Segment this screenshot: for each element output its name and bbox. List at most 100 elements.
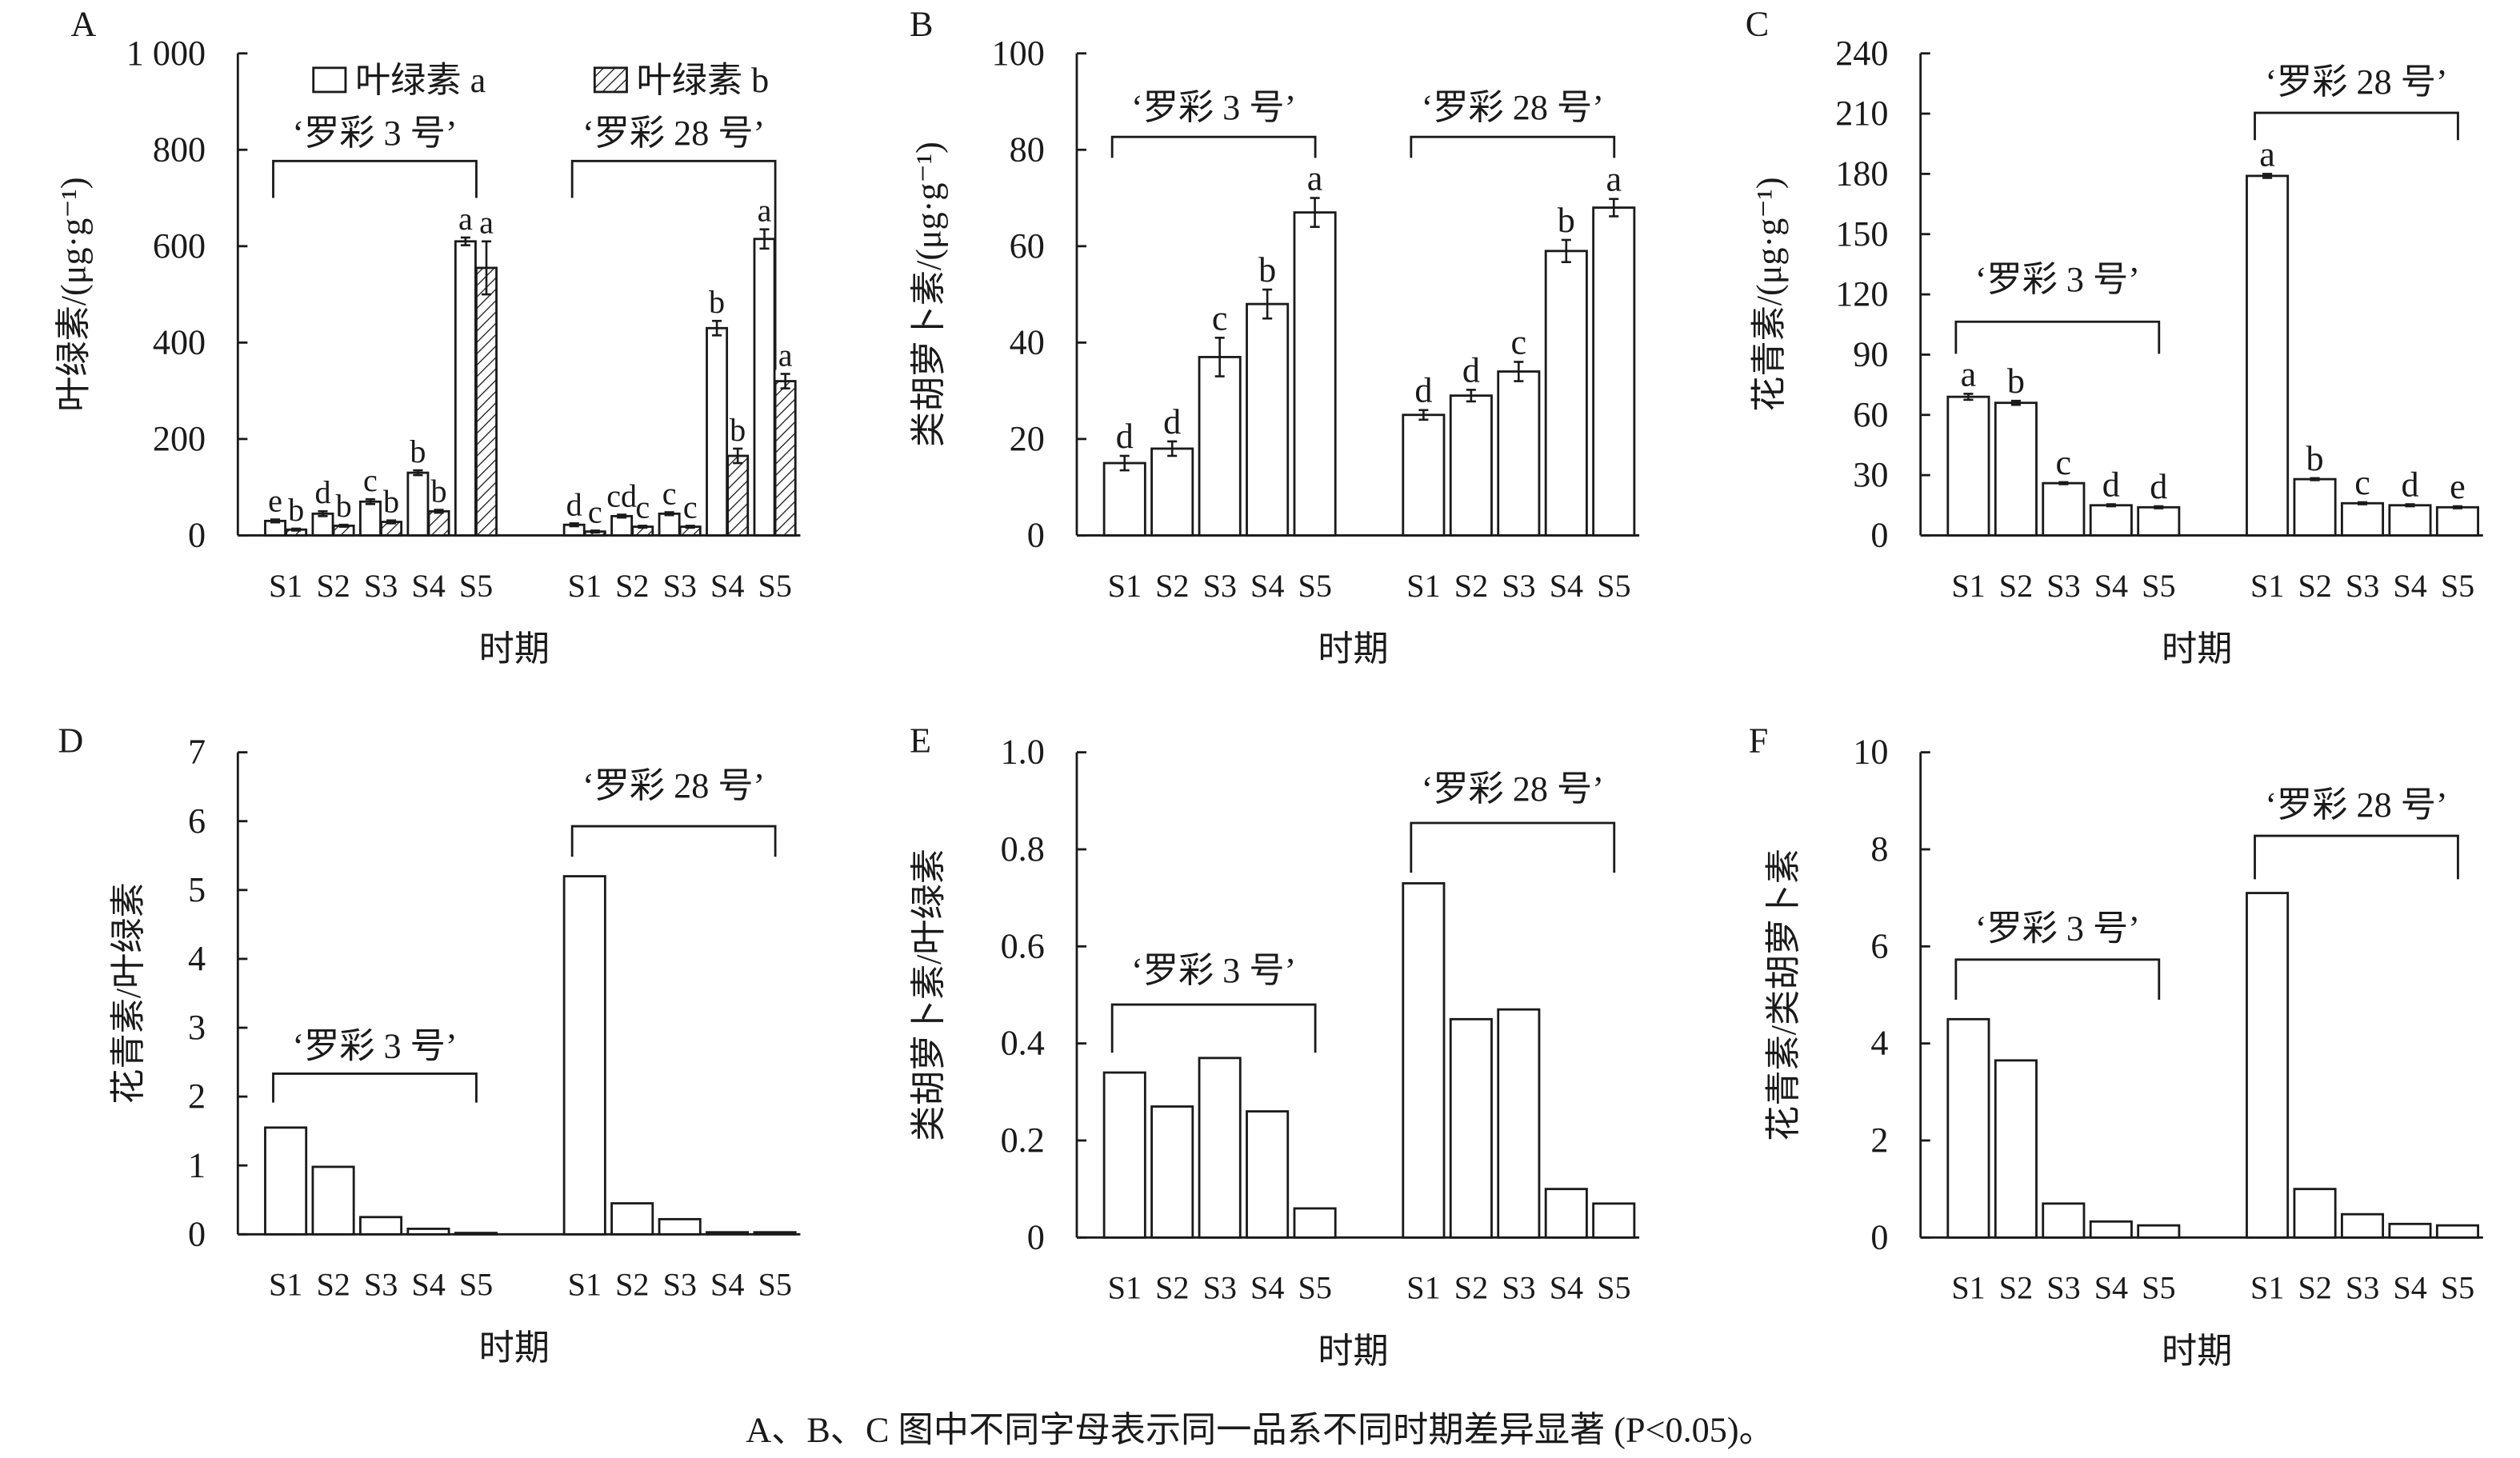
y-axis-label: 类胡萝卜素/(μg·g⁻¹): [909, 142, 948, 447]
y-tick-label: 3: [188, 1008, 206, 1047]
significance-letter: c: [662, 475, 677, 511]
x-tick-label: S1: [2250, 568, 2284, 604]
bar-a-a: [406, 471, 430, 537]
bar-c-a: [1994, 401, 2038, 537]
significance-letter: a: [458, 201, 473, 237]
y-tick-label: 1: [188, 1145, 206, 1184]
x-tick-label: S5: [1298, 568, 1331, 604]
y-tick-label: 4: [1870, 1024, 1888, 1063]
significance-letter: a: [1961, 354, 1977, 393]
y-tick-label: 1 000: [126, 34, 206, 73]
x-tick-label: S4: [2094, 1270, 2128, 1306]
bar-e-a: [1293, 1207, 1337, 1239]
x-tick-label: S2: [1454, 568, 1488, 604]
y-tick-label: 30: [1853, 455, 1888, 494]
x-tick-label: S2: [615, 568, 649, 604]
legend-swatch-chlorophyll-b: [593, 66, 628, 94]
y-tick-label: 0: [1027, 515, 1045, 554]
y-tick-label: 5: [188, 870, 206, 909]
significance-letter: b: [336, 488, 352, 524]
bar-f-a: [2042, 1202, 2086, 1239]
significance-letter: d: [2150, 467, 2167, 506]
bar-c-a: [2435, 505, 2479, 537]
y-tick-label: 6: [188, 801, 206, 841]
significance-letter: c: [683, 489, 698, 525]
bar-e-a: [1150, 1105, 1194, 1239]
significance-letter: e: [268, 482, 282, 518]
x-tick-label: S5: [1597, 568, 1630, 604]
x-tick-label: S4: [1550, 1270, 1583, 1306]
y-tick-label: 0.2: [1001, 1120, 1045, 1160]
y-tick-label: 200: [153, 419, 206, 458]
y-axis-label: 花青素/叶绿素: [109, 882, 148, 1104]
bar-a-b: [726, 454, 750, 537]
group-bracket: [272, 159, 478, 198]
bar-c-a: [2137, 505, 2181, 537]
significance-letter: cd: [606, 477, 637, 513]
y-tick-label: 0: [188, 515, 206, 554]
group-bracket: [1110, 1003, 1317, 1053]
bar-a-b: [774, 380, 797, 537]
x-tick-label: S1: [269, 1267, 302, 1303]
significance-letter: d: [2401, 465, 2418, 504]
y-axis-label: 花青素/类胡萝卜素: [1764, 849, 1803, 1141]
y-tick-label: 7: [188, 733, 206, 772]
significance-letter: a: [778, 337, 793, 373]
bar-e-a: [1497, 1008, 1541, 1239]
significance-letter: c: [363, 462, 378, 498]
bar-e-a: [1449, 1017, 1493, 1239]
significance-letter: b: [410, 433, 426, 469]
significance-letter: b: [2306, 439, 2324, 478]
x-tick-label: S5: [459, 568, 493, 604]
group-bracket: [1954, 320, 2161, 354]
x-tick-label: S3: [2346, 1270, 2379, 1306]
x-tick-label: S3: [364, 1267, 398, 1303]
x-tick-label: S2: [316, 1267, 350, 1303]
x-tick-label: S5: [2142, 568, 2175, 604]
group-bracket: [2254, 834, 2459, 880]
x-tick-label: S3: [364, 568, 398, 604]
legend-label: 叶绿素 a: [355, 61, 486, 100]
y-tick-label: 120: [1835, 274, 1888, 314]
bar-e-a: [1402, 882, 1446, 1239]
bar-b-a: [1150, 447, 1194, 537]
significance-letter: a: [1307, 159, 1323, 198]
bar-d-a: [454, 1232, 498, 1236]
significance-letter: d: [566, 486, 582, 522]
y-axis-label: 类胡萝卜素/叶绿素: [909, 849, 948, 1141]
bar-d-a: [264, 1126, 308, 1236]
x-tick-label: S4: [2393, 1270, 2426, 1306]
bar-c-a: [2388, 504, 2432, 537]
x-tick-label: S1: [568, 1267, 602, 1303]
bar-d-a: [610, 1202, 654, 1236]
bar-c-a: [2293, 477, 2337, 537]
x-tick-label: S5: [1298, 1270, 1331, 1306]
x-tick-label: S5: [758, 1267, 791, 1303]
group-bracket: [570, 159, 777, 370]
y-tick-label: 2: [188, 1077, 206, 1116]
x-tick-label: S2: [316, 568, 350, 604]
x-tick-label: S1: [1108, 568, 1142, 604]
bar-a-b: [427, 509, 450, 537]
significance-letter: c: [2056, 443, 2072, 482]
y-tick-label: 90: [1853, 334, 1888, 373]
x-tick-label: S5: [459, 1267, 493, 1303]
x-axis-label: 时期: [1318, 1332, 1388, 1371]
significance-letter: b: [709, 284, 725, 320]
x-tick-label: S4: [1250, 1270, 1284, 1306]
bar-c-a: [2089, 504, 2133, 537]
significance-letter: b: [430, 473, 446, 509]
x-tick-label: S4: [1250, 568, 1284, 604]
significance-letter: b: [288, 492, 304, 528]
y-tick-label: 10: [1853, 733, 1888, 772]
x-tick-label: S2: [615, 1267, 649, 1303]
group-bracket: [1954, 958, 2161, 1001]
x-tick-label: S1: [1406, 1270, 1440, 1306]
bar-e-a: [1102, 1071, 1146, 1239]
bar-f-a: [2388, 1222, 2432, 1239]
bar-c-a: [2042, 481, 2086, 537]
y-tick-label: 20: [1010, 419, 1045, 458]
y-tick-label: 800: [153, 130, 206, 169]
y-tick-label: 1.0: [1001, 733, 1045, 772]
